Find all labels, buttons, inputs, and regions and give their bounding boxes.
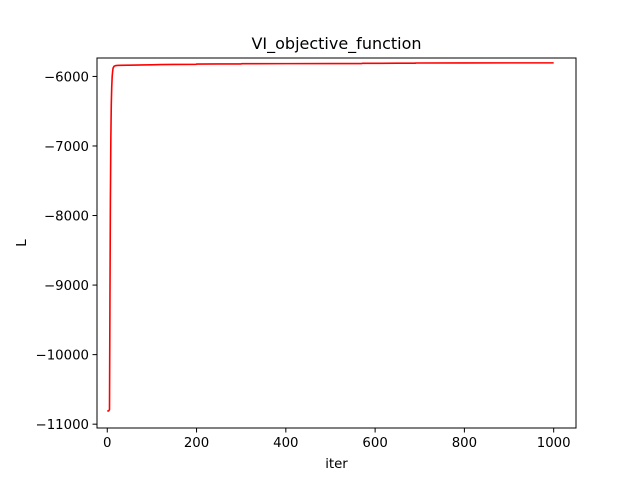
y-tick-label: −7000	[44, 140, 89, 155]
y-axis-label: L	[15, 239, 30, 247]
x-tick-label: 400	[273, 436, 298, 451]
x-axis-ticks: 0 200 400 600 800 1000	[103, 428, 571, 451]
x-tick-label: 0	[103, 436, 111, 451]
x-tick-label: 1000	[537, 436, 571, 451]
x-tick-label: 800	[452, 436, 477, 451]
y-axis-ticks: −11000 −10000 −9000 −8000 −7000 −6000	[36, 70, 97, 433]
x-tick-label: 200	[184, 436, 209, 451]
series-line-0	[107, 62, 554, 412]
x-axis-label: iter	[325, 457, 348, 472]
plot-area	[97, 58, 576, 428]
x-tick-label: 600	[362, 436, 387, 451]
y-tick-label: −9000	[44, 279, 89, 294]
y-tick-label: −6000	[44, 70, 89, 85]
plot-frame	[96, 57, 577, 429]
y-tick-label: −8000	[44, 210, 89, 225]
chart-title: VI_objective_function	[251, 34, 421, 54]
y-tick-label: −11000	[36, 418, 89, 433]
y-tick-label: −10000	[36, 349, 89, 364]
series-line-group	[107, 62, 554, 412]
